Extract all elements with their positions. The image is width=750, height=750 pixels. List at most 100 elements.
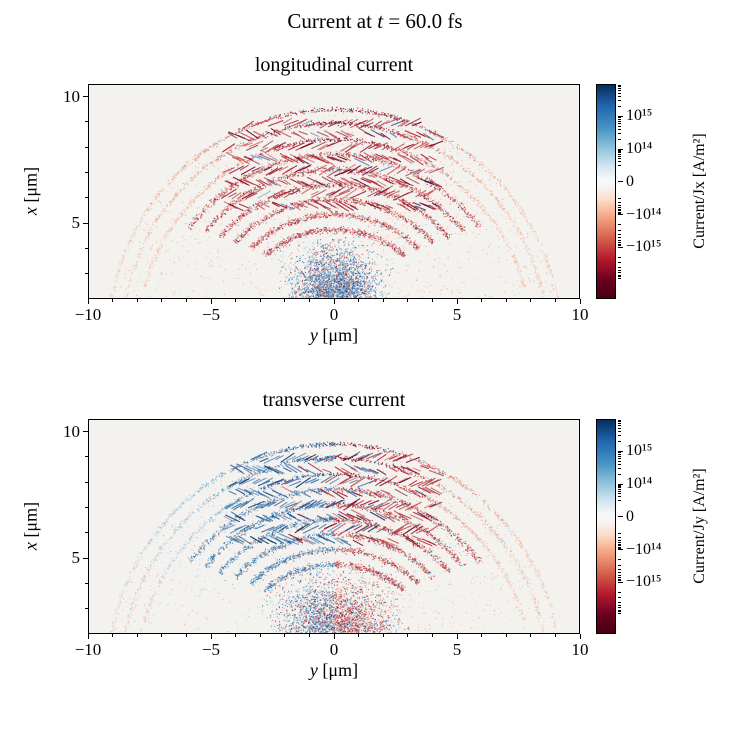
colorbar-minor-tick [618, 118, 621, 120]
colorbar-minor-tick [618, 197, 621, 199]
y-minor-tick [85, 172, 88, 174]
axes-title: transverse current [262, 389, 406, 411]
x-minor-tick [235, 634, 237, 637]
colorbar-minor-tick [618, 117, 621, 119]
x-minor-tick [382, 634, 384, 637]
x-minor-tick [112, 299, 114, 302]
x-minor-tick [235, 299, 237, 302]
colorbar-tick [618, 181, 623, 183]
y-minor-tick [85, 481, 88, 483]
colorbar-minor-tick [618, 120, 621, 122]
colorbar-minor-tick [618, 545, 621, 547]
x-minor-tick [284, 299, 286, 302]
colorbar-minor-tick [618, 568, 621, 570]
colorbar-minor-tick [618, 467, 621, 469]
colorbar-minor-tick [618, 223, 621, 225]
y-minor-tick [85, 582, 88, 584]
colorbar-minor-tick [618, 490, 621, 492]
x-minor-tick [554, 299, 556, 302]
colorbar-tick [618, 483, 623, 485]
colorbar-minor-tick [618, 452, 621, 454]
colorbar-minor-tick [618, 210, 621, 212]
x-minor-tick [284, 634, 286, 637]
colorbar-tick [618, 246, 623, 248]
colorbar-tick-label: −10¹⁵ [626, 238, 662, 256]
colorbar-minor-tick [618, 132, 621, 134]
x-minor-tick [358, 299, 360, 302]
colorbar-minor-tick [618, 536, 621, 538]
x-minor-tick [161, 299, 163, 302]
colorbar-tick-label: 10¹⁴ [626, 475, 653, 493]
colorbar-minor-tick [618, 604, 621, 606]
x-minor-tick [259, 634, 261, 637]
colorbar-minor-tick [618, 607, 621, 609]
colorbar-minor-tick [618, 236, 621, 238]
colorbar-minor-tick [618, 421, 621, 423]
colorbar-minor-tick [618, 440, 621, 442]
x-tick [210, 299, 212, 304]
axes-title: longitudinal current [254, 54, 414, 76]
x-tick [333, 634, 335, 639]
colorbar-minor-tick [618, 427, 621, 429]
colorbar-minor-tick [618, 164, 621, 166]
y-minor-tick [85, 146, 88, 148]
colorbar-minor-tick [618, 495, 621, 497]
x-tick [579, 634, 581, 639]
colorbar-minor-tick [618, 125, 621, 127]
colorbar-minor-tick [618, 229, 621, 231]
y-tick-label: 5 [71, 213, 81, 233]
y-minor-tick [85, 197, 88, 199]
colorbar-minor-tick [618, 423, 621, 425]
x-tick [456, 634, 458, 639]
colorbar-tick-label: −10¹⁵ [626, 573, 662, 591]
x-minor-tick [431, 299, 433, 302]
colorbar-minor-tick [618, 212, 621, 214]
x-minor-tick [530, 634, 532, 637]
colorbar-tick [618, 549, 623, 550]
colorbar-minor-tick [618, 571, 621, 573]
colorbar-tick [618, 581, 623, 583]
x-axis-unit: [μm] [317, 660, 359, 680]
colorbar-minor-tick [618, 473, 621, 475]
x-minor-tick [530, 299, 532, 302]
x-minor-tick [185, 299, 187, 302]
colorbar-minor-tick [618, 574, 621, 576]
colorbar-minor-tick [618, 547, 621, 549]
colorbar-minor-tick [618, 84, 621, 86]
colorbar-minor-tick [618, 149, 621, 151]
x-axis-variable: y [309, 325, 318, 345]
x-minor-tick [505, 634, 507, 637]
colorbar-tick [618, 516, 623, 518]
colorbar-minor-tick [618, 92, 621, 94]
colorbar-minor-tick [618, 499, 621, 501]
colorbar-minor-tick [618, 278, 621, 280]
x-minor-tick [554, 634, 556, 637]
plot-area [88, 419, 580, 634]
colorbar-minor-tick [618, 613, 621, 615]
colorbar-minor-tick [618, 558, 621, 560]
x-tick-label: 5 [452, 305, 462, 324]
x-minor-tick [308, 299, 310, 302]
colorbar-tick-label: 10¹⁴ [626, 140, 653, 158]
colorbar-minor-tick [618, 591, 621, 593]
colorbar-minor-tick [618, 578, 621, 580]
suptitle-text-pre: Current at [287, 9, 378, 33]
colorbar-minor-tick [618, 241, 621, 243]
colorbar-minor-tick [618, 262, 621, 264]
x-tick-label: −5 [201, 305, 221, 324]
y-tick [83, 431, 88, 433]
colorbar-minor-tick [618, 207, 621, 209]
colorbar-minor-tick [618, 453, 621, 455]
y-tick-label: 5 [71, 548, 81, 568]
colorbar-minor-tick [618, 256, 621, 258]
y-tick-label: 10 [63, 421, 80, 441]
colorbar-minor-tick [618, 243, 621, 245]
colorbar-minor-tick [618, 425, 621, 427]
x-minor-tick [431, 634, 433, 637]
x-axis-label: y [μm] [88, 660, 580, 681]
colorbar-label: Current/Jx [A/m²] [691, 133, 708, 249]
x-tick [456, 299, 458, 304]
colorbar-minor-tick [618, 150, 621, 152]
x-tick [210, 634, 212, 639]
